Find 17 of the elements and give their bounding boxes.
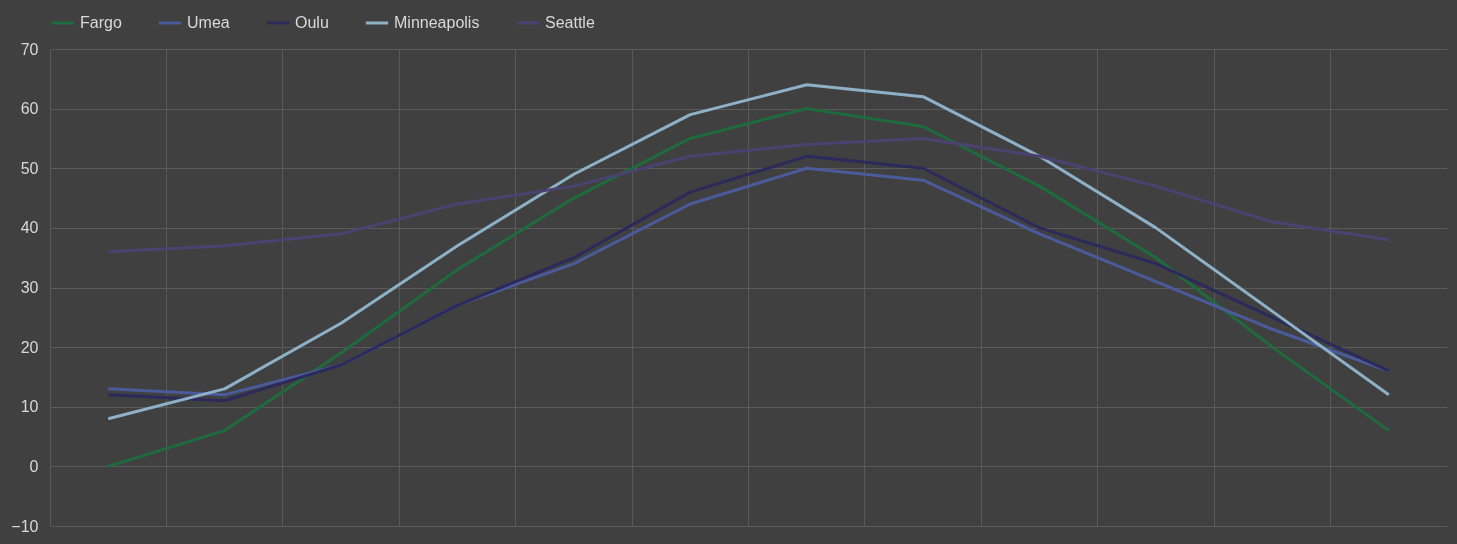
y-tick-label: 40 [20, 219, 39, 237]
legend-label: Seattle [545, 14, 595, 31]
y-tick-label: 50 [20, 159, 39, 177]
y-tick-label: −10 [11, 517, 39, 535]
y-tick-label: 70 [20, 40, 39, 58]
legend-label: Minneapolis [394, 14, 480, 31]
line-series [106, 136, 1391, 254]
legend-label: Umea [187, 14, 230, 31]
y-tick-label: 60 [20, 100, 39, 118]
y-tick-label: 10 [20, 398, 39, 416]
legend-label: Oulu [295, 14, 329, 31]
line-series [106, 107, 1391, 468]
y-tick-label: 0 [29, 457, 39, 475]
line-series [106, 83, 1391, 421]
y-tick-label: 20 [20, 338, 39, 356]
y-tick-label: 30 [20, 279, 39, 296]
legend-label: Fargo [80, 14, 122, 31]
